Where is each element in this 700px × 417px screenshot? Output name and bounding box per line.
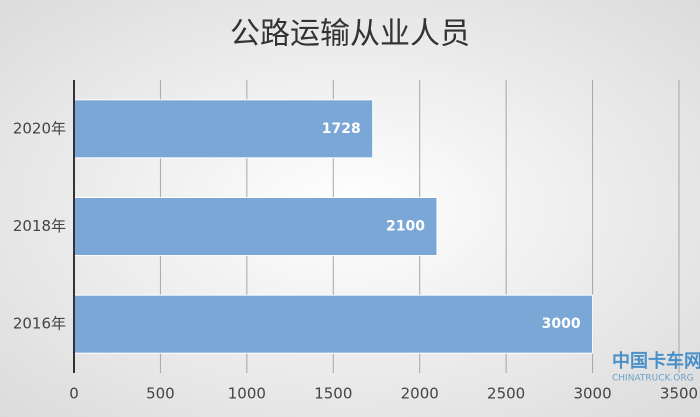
data-label: 2100 [386, 219, 425, 235]
data-label: 1728 [322, 121, 361, 137]
x-tick-label: 2500 [487, 385, 525, 403]
chart-title: 公路运输从业人员 [230, 17, 470, 52]
x-tick-label: 3500 [660, 385, 698, 403]
x-tick-label: 1000 [228, 385, 266, 403]
x-tick-label: 3000 [573, 385, 611, 403]
y-tick-label: 2018年 [13, 217, 66, 235]
y-tick-label: 2016年 [13, 315, 66, 333]
y-tick-label: 2020年 [13, 119, 66, 137]
bar [73, 99, 374, 159]
x-tick-label: 500 [146, 385, 175, 403]
bar [73, 294, 594, 354]
plot: 0 500 1000 1500 2000 2500 3000 3500 2020年 1728 201… [13, 80, 698, 403]
x-tick-label: 1500 [314, 385, 352, 403]
data-label: 3000 [542, 316, 581, 332]
bar [73, 197, 438, 256]
x-tick-label: 2000 [401, 385, 439, 403]
watermark: 中国卡车网 [612, 350, 700, 372]
x-tick-label: 0 [69, 385, 79, 403]
watermark: CHINATRUCK.ORG [612, 374, 694, 384]
